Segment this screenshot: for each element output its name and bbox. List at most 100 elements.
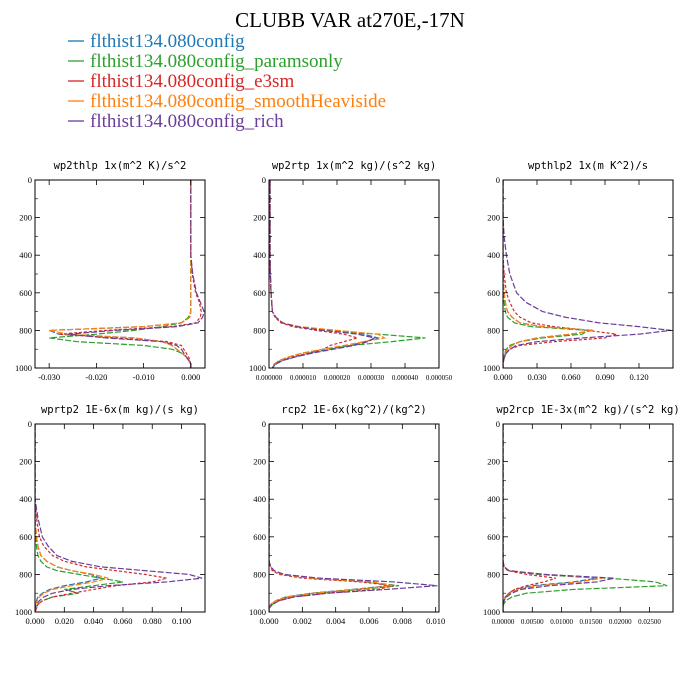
x-tick-label: 0.000000 (256, 374, 283, 382)
series-line-5 (269, 180, 377, 368)
series-line-4 (49, 180, 192, 368)
y-tick-label: 400 (253, 250, 266, 260)
y-tick-label: 0 (496, 175, 500, 185)
figure-title: CLUBB VAR at270E,-17N (235, 8, 465, 32)
legend: flthist134.080configflthist134.080config… (68, 31, 386, 132)
x-tick-label: 0.01500 (580, 618, 603, 626)
panel-title: rcp2 1E-6x(kg^2)/(kg^2) (281, 404, 426, 416)
series-line-3 (269, 424, 395, 612)
x-tick-label: 0.000 (181, 372, 200, 382)
y-tick-label: 800 (19, 569, 32, 579)
series-line-3 (503, 180, 617, 368)
series-line-5 (68, 180, 205, 368)
x-tick-label: 0.01000 (550, 618, 573, 626)
series-line-1 (35, 424, 103, 612)
plot-frame (34, 423, 206, 613)
x-tick-label: 0.008 (393, 616, 412, 626)
y-tick-label: 1000 (483, 607, 500, 617)
panel-title: wprtp2 1E-6x(m kg)/(s kg) (41, 404, 199, 416)
y-tick-label: 600 (19, 288, 32, 298)
y-tick-label: 600 (253, 532, 266, 542)
plot-frame (268, 179, 440, 369)
x-tick-label: 0.000 (493, 372, 512, 382)
series-line-1 (48, 180, 192, 368)
x-tick-label: 0.02000 (609, 618, 632, 626)
y-tick-label: 200 (253, 213, 266, 223)
y-tick-label: 200 (19, 457, 32, 467)
x-tick-label: 0.030 (527, 372, 546, 382)
y-tick-label: 800 (487, 569, 500, 579)
legend-label: flthist134.080config (90, 31, 245, 52)
series-line-2 (503, 424, 668, 612)
series-line-3 (269, 180, 360, 368)
x-tick-label: -0.010 (133, 372, 155, 382)
x-tick-label: 0.00500 (521, 618, 544, 626)
x-tick-label: -0.020 (85, 372, 107, 382)
y-tick-label: 400 (253, 494, 266, 504)
series-line-3 (503, 424, 556, 612)
y-tick-label: 200 (487, 457, 500, 467)
x-tick-label: 0.100 (172, 616, 191, 626)
series-line-2 (503, 180, 590, 368)
series-line-5 (503, 180, 671, 368)
y-tick-label: 200 (253, 457, 266, 467)
legend-entry: flthist134.080config_e3sm (68, 71, 294, 92)
y-tick-label: 0 (28, 175, 32, 185)
y-tick-label: 600 (487, 288, 500, 298)
x-tick-label: 0.002 (293, 616, 312, 626)
series-line-5 (35, 424, 203, 612)
legend-entry: flthist134.080config_smoothHeaviside (68, 91, 386, 112)
x-tick-label: 0.090 (595, 372, 614, 382)
series-line-3 (35, 424, 168, 612)
x-tick-label: 0.120 (629, 372, 648, 382)
x-tick-label: 0.000020 (324, 374, 351, 382)
legend-label: flthist134.080config_paramsonly (90, 51, 343, 72)
chart-panel-4: wprtp2 1E-6x(m kg)/(s kg) 0 200 400 600 800 10… (15, 404, 206, 626)
x-tick-label: 0.000 (25, 616, 44, 626)
legend-label: flthist134.080config_rich (90, 111, 284, 132)
chart-panel-2: wp2rtp 1x(m^2 kg)/(s^2 kg) 0 200 400 600 800 1… (249, 160, 453, 382)
x-tick-label: 0.02500 (638, 618, 661, 626)
y-tick-label: 800 (19, 325, 32, 335)
y-tick-label: 200 (487, 213, 500, 223)
y-tick-label: 600 (19, 532, 32, 542)
chart-panel-5: rcp2 1E-6x(kg^2)/(kg^2) 0 200 400 600 800 1000… (249, 404, 445, 626)
legend-entry: flthist134.080config_rich (68, 111, 284, 132)
x-tick-label: 0.060 (113, 616, 132, 626)
x-tick-label: 0.040 (84, 616, 103, 626)
plot-frame (502, 423, 674, 613)
series-line-4 (35, 424, 109, 612)
y-tick-label: 1000 (483, 363, 500, 373)
y-tick-label: 800 (487, 325, 500, 335)
panel-title: wp2rtp 1x(m^2 kg)/(s^2 kg) (272, 160, 436, 172)
y-tick-label: 0 (262, 419, 266, 429)
series-line-2 (35, 424, 124, 612)
chart-panel-1: wp2thlp 1x(m^2 K)/s^2 0 200 400 600 800 1000 -0… (15, 160, 206, 382)
y-tick-label: 800 (253, 569, 266, 579)
y-tick-label: 1000 (15, 607, 32, 617)
x-tick-label: -0.030 (38, 372, 60, 382)
y-tick-label: 1000 (249, 607, 266, 617)
legend-label: flthist134.080config_e3sm (90, 71, 294, 92)
x-tick-label: 0.000050 (426, 374, 453, 382)
legend-entry: flthist134.080config (68, 31, 245, 52)
y-tick-label: 200 (19, 213, 32, 223)
x-tick-label: 0.00000 (492, 618, 515, 626)
y-tick-label: 1000 (249, 363, 266, 373)
series-line-4 (269, 180, 387, 368)
x-tick-label: 0.000 (259, 616, 278, 626)
legend-entry: flthist134.080config_paramsonly (68, 51, 343, 72)
x-tick-label: 0.080 (143, 616, 162, 626)
y-tick-label: 0 (262, 175, 266, 185)
series-line-5 (503, 424, 615, 612)
series-line-3 (58, 180, 202, 368)
x-tick-label: 0.010 (426, 616, 445, 626)
panel-title: wpthlp2 1x(m K^2)/s (528, 160, 648, 172)
panel-title: wp2rcp 1E-3x(m^2 kg)/(s^2 kg) (496, 404, 679, 416)
series-line-5 (269, 424, 438, 612)
y-tick-label: 400 (19, 494, 32, 504)
x-tick-label: 0.004 (326, 616, 346, 626)
legend-label: flthist134.080config_smoothHeaviside (90, 91, 386, 112)
y-tick-label: 600 (253, 288, 266, 298)
